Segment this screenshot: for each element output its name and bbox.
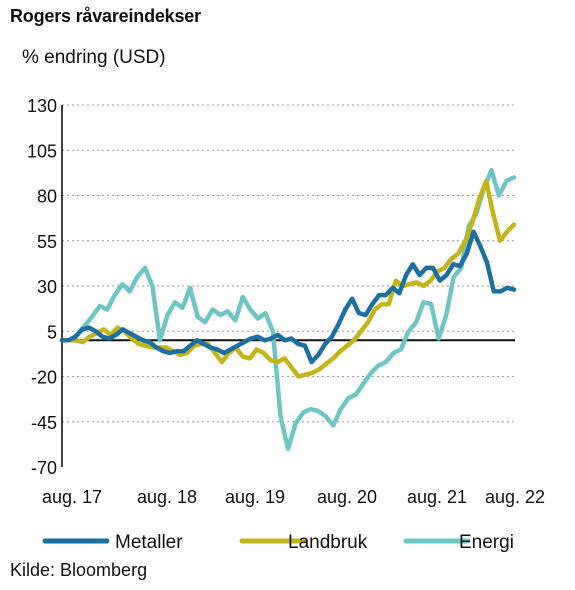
y-tick-label: 130: [27, 96, 57, 116]
y-tick-label: 30: [37, 277, 57, 297]
source-note: Kilde: Bloomberg: [10, 560, 148, 580]
series-line-energi: [59, 167, 517, 452]
legend-label: Energi: [459, 532, 514, 553]
y-tick-label: 55: [37, 232, 57, 252]
series-line-landbruk: [59, 178, 517, 379]
x-tick-label: aug. 22: [485, 487, 545, 507]
y-tick-label: -20: [31, 368, 57, 388]
x-tick-label: aug. 19: [225, 487, 285, 507]
chart-title: Rogers råvareindekser: [10, 6, 201, 26]
y-tick-label: 80: [37, 187, 57, 207]
series-line-metaller: [59, 229, 517, 365]
y-tick-label: -70: [31, 458, 57, 478]
y-tick-label: 5: [47, 322, 57, 342]
y-tick-label: 105: [27, 141, 57, 161]
y-tick-label: -45: [31, 413, 57, 433]
x-tick-label: aug. 18: [137, 487, 197, 507]
y-axis-unit-label: % endring (USD): [22, 47, 166, 68]
x-tick-label: aug. 17: [42, 487, 102, 507]
x-tick-label: aug. 20: [317, 487, 377, 507]
legend-label: Landbruk: [288, 532, 368, 553]
legend-label: Metaller: [115, 532, 183, 553]
x-tick-label: aug. 21: [407, 487, 467, 507]
